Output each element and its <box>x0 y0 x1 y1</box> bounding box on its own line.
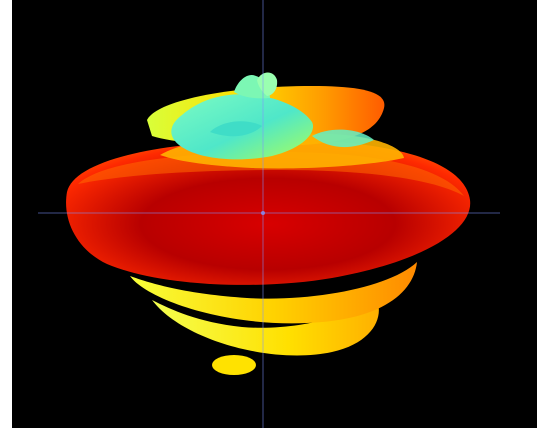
radiation-pattern-icon[interactable] <box>12 0 539 428</box>
3d-viewport[interactable] <box>10 0 539 428</box>
coordinate-axes-icon <box>38 0 500 428</box>
